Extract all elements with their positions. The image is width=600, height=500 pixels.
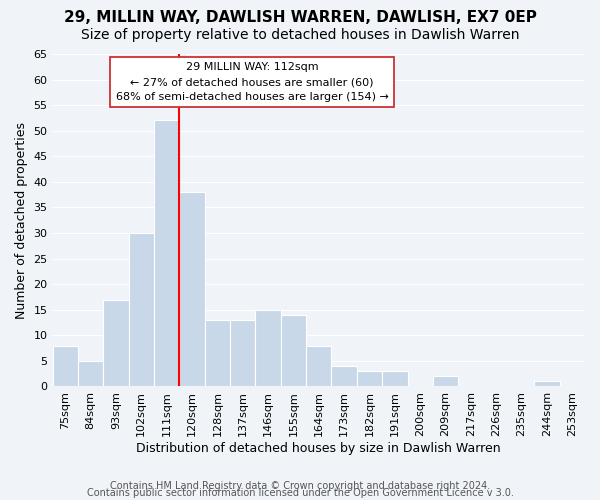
Bar <box>128 233 154 386</box>
Text: Contains HM Land Registry data © Crown copyright and database right 2024.: Contains HM Land Registry data © Crown c… <box>110 481 490 491</box>
Text: Size of property relative to detached houses in Dawlish Warren: Size of property relative to detached ho… <box>81 28 519 42</box>
Bar <box>256 310 281 386</box>
Bar <box>534 382 560 386</box>
X-axis label: Distribution of detached houses by size in Dawlish Warren: Distribution of detached houses by size … <box>136 442 501 455</box>
Bar <box>230 320 256 386</box>
Y-axis label: Number of detached properties: Number of detached properties <box>15 122 28 318</box>
Bar <box>281 315 306 386</box>
Bar <box>78 361 103 386</box>
Bar <box>154 120 179 386</box>
Bar <box>357 371 382 386</box>
Bar <box>103 300 128 386</box>
Text: 29 MILLIN WAY: 112sqm
← 27% of detached houses are smaller (60)
68% of semi-deta: 29 MILLIN WAY: 112sqm ← 27% of detached … <box>116 62 389 102</box>
Bar <box>205 320 230 386</box>
Bar <box>53 346 78 387</box>
Text: Contains public sector information licensed under the Open Government Licence v : Contains public sector information licen… <box>86 488 514 498</box>
Bar <box>382 371 407 386</box>
Bar <box>331 366 357 386</box>
Bar <box>306 346 331 387</box>
Bar <box>433 376 458 386</box>
Text: 29, MILLIN WAY, DAWLISH WARREN, DAWLISH, EX7 0EP: 29, MILLIN WAY, DAWLISH WARREN, DAWLISH,… <box>64 10 536 25</box>
Bar <box>179 192 205 386</box>
